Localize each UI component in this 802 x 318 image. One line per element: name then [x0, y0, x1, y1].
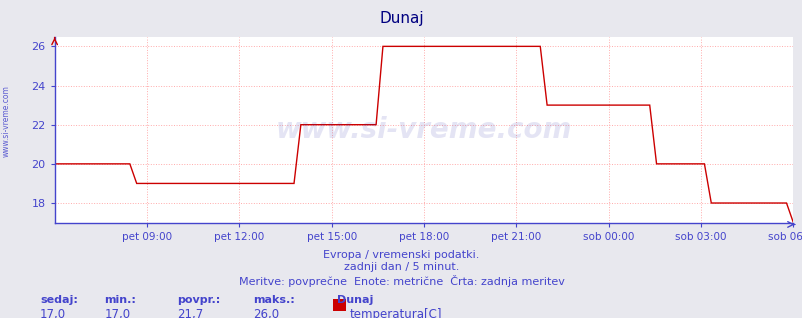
Text: 21,7: 21,7 — [176, 308, 203, 318]
Text: Dunaj: Dunaj — [337, 295, 373, 305]
Text: maks.:: maks.: — [253, 295, 294, 305]
Text: www.si-vreme.com: www.si-vreme.com — [275, 115, 572, 144]
Text: zadnji dan / 5 minut.: zadnji dan / 5 minut. — [343, 262, 459, 272]
Text: temperatura[C]: temperatura[C] — [350, 308, 442, 318]
Text: Meritve: povprečne  Enote: metrične  Črta: zadnja meritev: Meritve: povprečne Enote: metrične Črta:… — [238, 275, 564, 287]
Text: Evropa / vremenski podatki.: Evropa / vremenski podatki. — [323, 250, 479, 259]
Text: min.:: min.: — [104, 295, 136, 305]
Text: sedaj:: sedaj: — [40, 295, 78, 305]
Text: 26,0: 26,0 — [253, 308, 279, 318]
Text: 17,0: 17,0 — [104, 308, 131, 318]
Text: www.si-vreme.com: www.si-vreme.com — [2, 85, 11, 157]
Text: Dunaj: Dunaj — [379, 11, 423, 26]
Text: 17,0: 17,0 — [40, 308, 67, 318]
Text: povpr.:: povpr.: — [176, 295, 220, 305]
